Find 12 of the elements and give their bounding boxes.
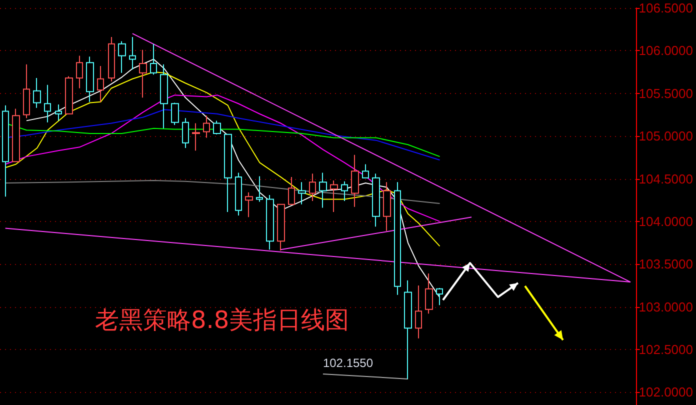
y-tick-label: 102.5000 <box>638 342 694 358</box>
y-tick-label: 103.0000 <box>638 299 694 314</box>
y-tick-label: 106.0000 <box>638 43 694 58</box>
y-tick-label: 104.5000 <box>638 171 694 186</box>
annotation: 102.1550 <box>322 356 374 370</box>
y-tick-label: 104.0000 <box>638 214 694 229</box>
text: 老黑策略8.8美指日线图 <box>95 306 350 334</box>
y-tick-label: 105.0000 <box>638 128 694 144</box>
y-tick-label: 106.5000 <box>638 0 694 16</box>
y-tick-label: 103.5000 <box>638 256 694 272</box>
y-tick-label: 105.5000 <box>638 86 694 101</box>
y-tick-label: 102.0000 <box>638 384 694 400</box>
